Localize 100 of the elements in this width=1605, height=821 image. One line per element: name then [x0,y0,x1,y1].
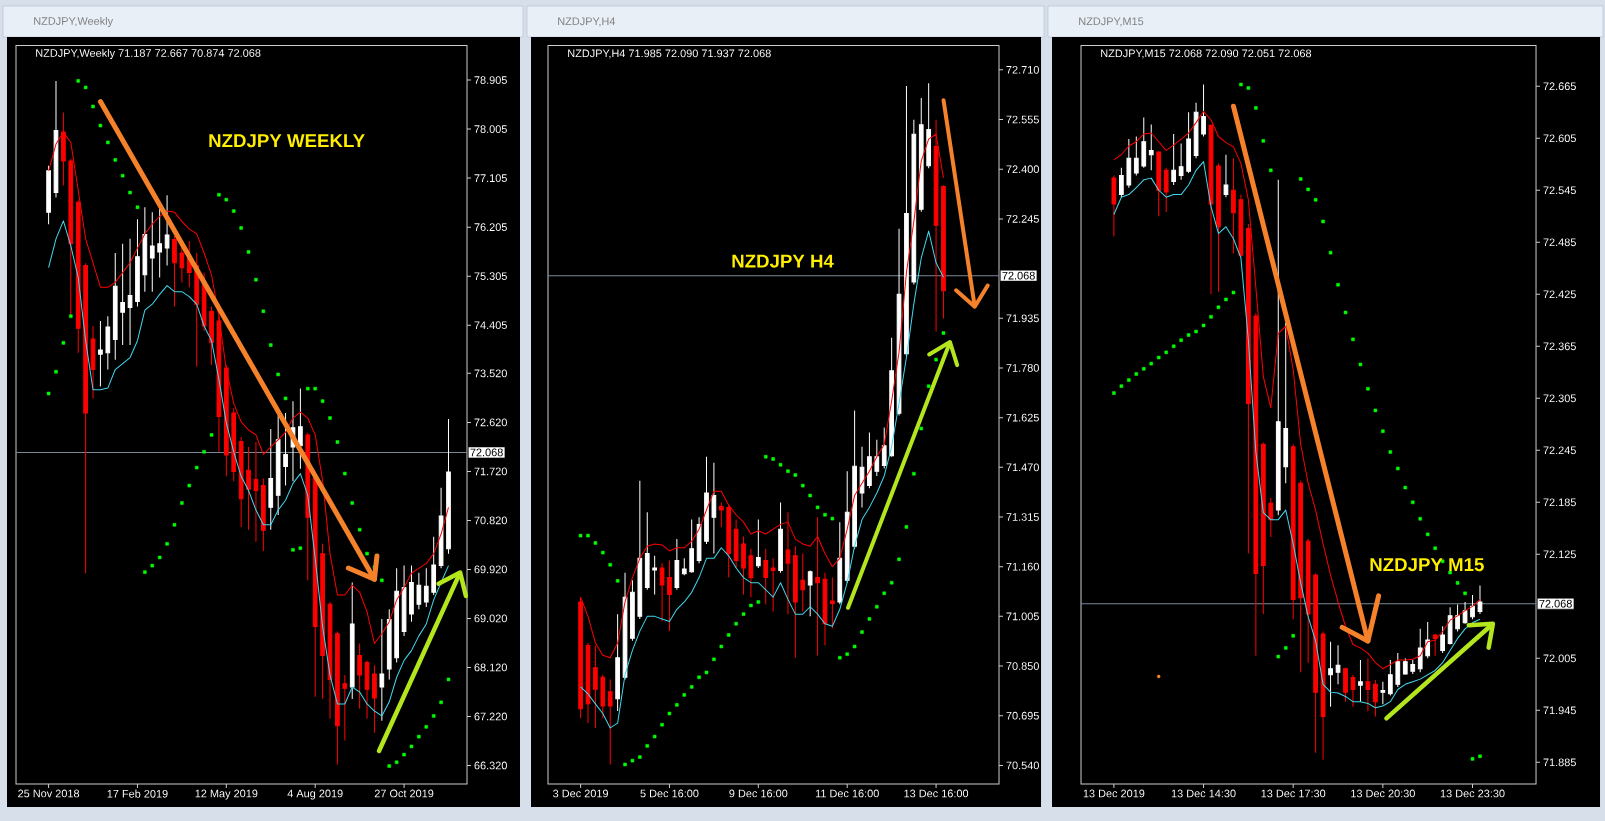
x-tick-label: 3 Dec 2019 [553,789,609,798]
candlestick [1231,157,1236,255]
candlestick [1111,175,1117,237]
candlestick [357,643,362,710]
point [608,563,612,567]
point [667,711,672,716]
point [283,396,288,401]
point [365,551,369,556]
candlestick [379,618,385,722]
point [387,764,391,768]
point [1201,323,1206,328]
candlestick [1163,167,1169,213]
y-tick-label: 72.605 [1543,134,1576,143]
point [113,158,117,162]
point [815,505,820,510]
candlestick [246,446,251,531]
candlestick [446,418,451,555]
candlestick [600,674,606,719]
candlestick [585,642,591,724]
y-tick-label: 72.245 [1006,215,1039,223]
point [394,760,399,764]
candlestick [785,511,791,615]
candlestick [53,80,59,198]
x-tick-label: 4 Aug 2019 [287,789,343,800]
x-tick-label: 13 Dec 17:30 [1261,789,1326,798]
x-tick-label: 5 Dec 16:00 [640,789,699,798]
candlestick [674,538,680,591]
point [402,752,406,757]
line-series [48,220,449,717]
point [1239,82,1243,87]
candlestick [1156,150,1162,217]
point [1179,338,1183,342]
candlestick [837,521,843,605]
candlestick [800,553,806,613]
candlestick [1470,594,1475,620]
point [1478,754,1482,759]
point [1127,378,1131,382]
y-tick-label: 72.710 [1006,65,1039,74]
point [1373,408,1378,413]
point [1306,187,1310,192]
candlestick [1350,674,1356,708]
y-tick-label: 72.665 [1543,82,1576,91]
y-tick-label: 72.620 [474,418,507,427]
candlestick [142,206,148,293]
candlestick [1133,136,1139,177]
y-tick-label: 70.850 [1006,662,1039,670]
point [808,493,812,498]
y-tick-label: 72.305 [1543,394,1576,403]
x-tick-label: 13 Dec 14:30 [1171,789,1236,798]
point [1321,219,1325,224]
candlestick [1402,657,1408,676]
annotation: NZDJPY H4 [732,254,834,268]
y-tick-label: 68.120 [474,663,507,672]
point [1336,283,1340,287]
point [882,591,886,596]
point [1142,367,1146,371]
point [830,516,835,521]
candlestick [1298,480,1304,673]
point [926,384,931,388]
candlestick [1253,312,1259,657]
x-tick-label: 25 Nov 2018 [18,789,80,798]
y-tick-label: 76.205 [474,223,507,231]
point [1351,337,1355,342]
y-tick-label: 71.885 [1543,758,1576,767]
y-tick-label: 72.185 [1543,498,1576,507]
point [1463,591,1467,596]
point [875,605,879,609]
candlestick [1380,681,1386,705]
candlestick [127,238,133,346]
point [61,341,66,345]
point [741,612,746,616]
point [165,542,169,546]
x-tick-label: 17 Feb 2019 [107,789,168,798]
candlestick [696,516,702,564]
y-tick-label: 71.935 [1006,314,1039,323]
candlestick [652,555,657,596]
candlestick [75,199,81,354]
candlestick [1208,123,1214,295]
point [1194,329,1198,334]
candlestick [149,211,155,293]
candlestick [320,543,325,700]
point [380,578,384,583]
point [852,644,857,649]
candlestick [268,428,274,531]
point [343,471,347,476]
line-series [580,230,944,729]
point [652,734,657,739]
candlestick [1171,133,1177,186]
point [328,416,332,420]
point [1149,361,1153,366]
candlestick [261,477,266,552]
candlestick [763,548,769,605]
point [897,557,901,562]
candlestick [867,431,872,489]
candlestick [1328,641,1333,708]
candlestick [793,545,798,659]
candlestick [1462,601,1468,625]
point [246,250,251,254]
candlestick [807,570,813,617]
candlestick [1410,659,1416,675]
